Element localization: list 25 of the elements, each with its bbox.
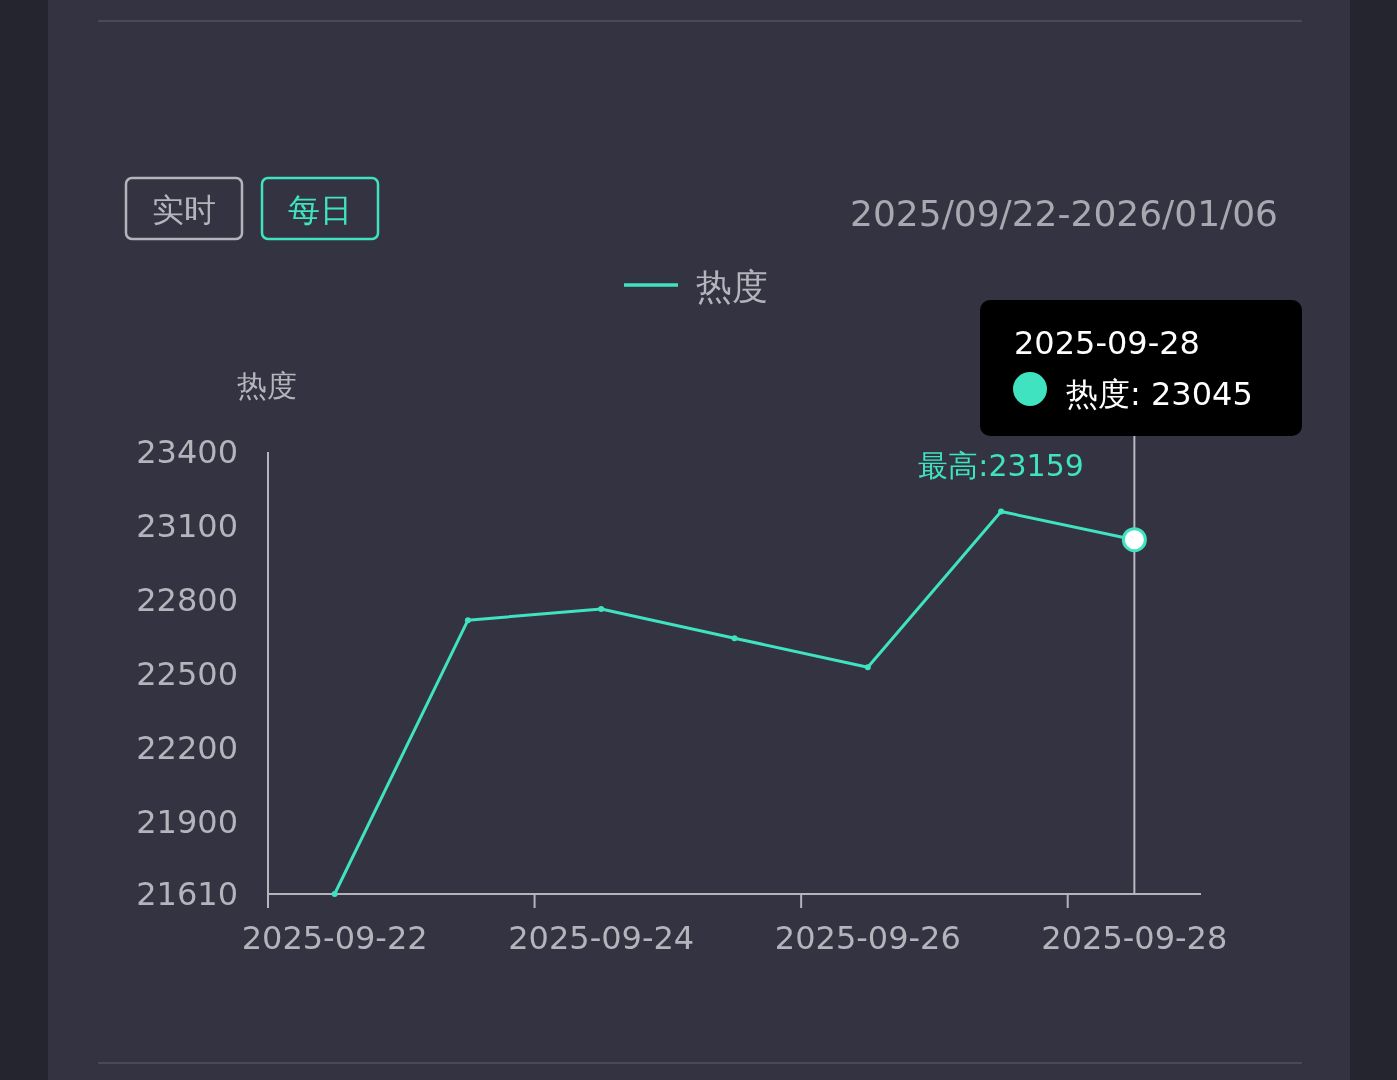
text: 热度: 23045 xyxy=(1066,375,1253,413)
y-tick-label: 23400 xyxy=(136,433,238,471)
y-tick-label: 22500 xyxy=(136,655,238,694)
x-tick-label: 2025-09-26 xyxy=(774,919,961,957)
y-tick-label: 21900 xyxy=(136,803,238,842)
text: 2025-09-28 xyxy=(1014,324,1200,362)
point xyxy=(998,508,1005,515)
y-tick-label: 22800 xyxy=(136,581,238,620)
point xyxy=(331,891,338,897)
y-tick-label: 22200 xyxy=(136,729,238,768)
point xyxy=(864,664,871,671)
x-tick-label: 2025-09-28 xyxy=(1041,919,1228,957)
text: 2025/09/22-2026/01/06 xyxy=(850,193,1278,234)
y-axis-title: 热度 xyxy=(237,368,297,403)
y-tick-label: 23100 xyxy=(136,507,238,546)
point xyxy=(598,606,605,613)
point xyxy=(464,617,471,624)
y-tick-label: 21610 xyxy=(136,875,238,913)
point xyxy=(731,635,738,642)
text: 每日 xyxy=(288,191,352,229)
text: 实时 xyxy=(152,191,216,229)
legend-label: 热度 xyxy=(696,266,768,307)
x-tick-label: 2025-09-24 xyxy=(508,919,695,957)
x-tick-label: 2025-09-22 xyxy=(241,919,428,957)
annotation: 最高:23159 xyxy=(918,447,1084,483)
